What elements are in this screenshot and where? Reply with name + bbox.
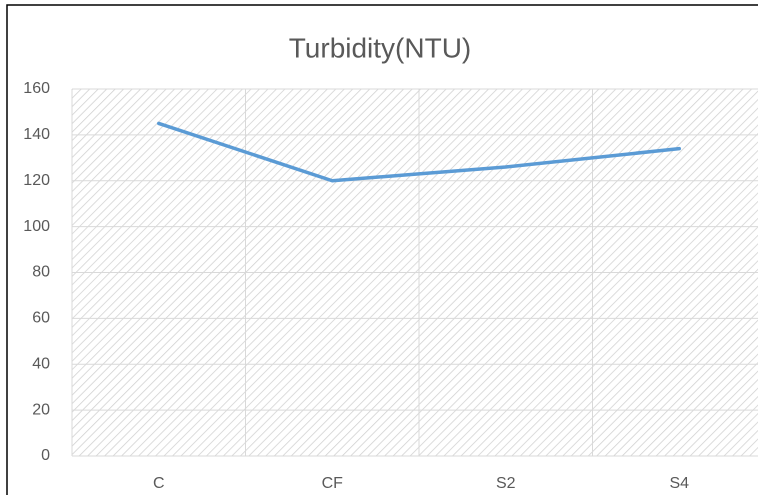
y-tick-label: 140 [23,126,50,143]
y-tick-label: 100 [23,218,50,235]
y-tick-label: 20 [32,401,50,418]
y-tick-label: 160 [23,80,50,97]
chart-title: Turbidity(NTU) [289,32,472,63]
data-line [157,121,681,183]
x-tick-label: S2 [496,475,516,492]
y-tick-label: 60 [32,310,50,327]
x-tick-label: C [153,475,165,492]
y-tick-label: 80 [32,264,50,281]
x-tick-label: S4 [669,475,689,492]
y-tick-label: 0 [41,447,50,464]
x-tick-label: CF [322,475,344,492]
y-tick-label: 120 [23,172,50,189]
y-tick-label: 40 [32,355,50,372]
